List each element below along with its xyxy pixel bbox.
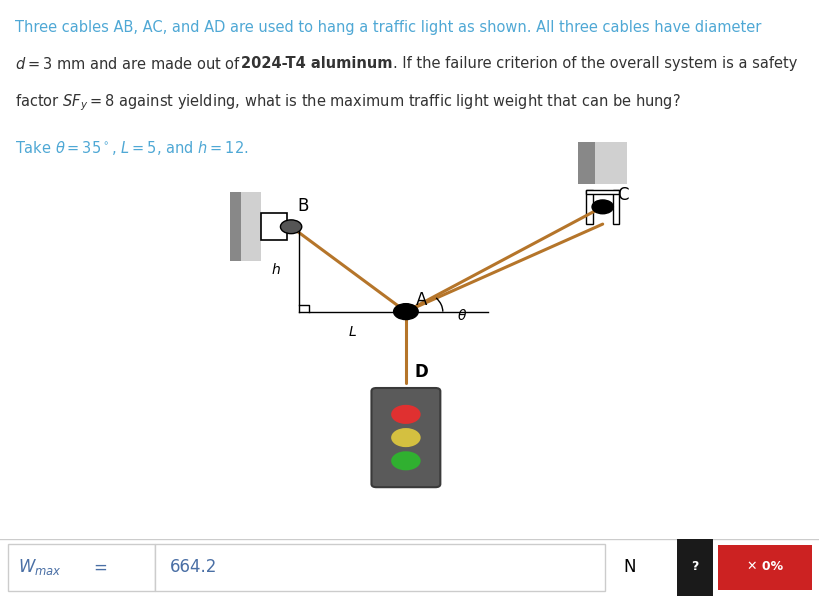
Text: $\theta$: $\theta$ bbox=[456, 308, 466, 324]
Text: ?: ? bbox=[690, 560, 698, 573]
Bar bbox=[229, 193, 240, 261]
Circle shape bbox=[391, 428, 420, 447]
Bar bbox=[586, 190, 592, 224]
Circle shape bbox=[591, 200, 613, 214]
Text: 664.2: 664.2 bbox=[170, 557, 217, 576]
Text: $h$: $h$ bbox=[271, 262, 281, 277]
Text: $W_{max}$: $W_{max}$ bbox=[18, 557, 61, 576]
Bar bbox=[717, 545, 811, 590]
Text: D: D bbox=[414, 362, 428, 381]
Text: B: B bbox=[297, 197, 309, 215]
Bar bbox=[260, 213, 287, 240]
Bar bbox=[8, 544, 155, 591]
Text: $L$: $L$ bbox=[348, 325, 356, 339]
Text: Three cables AB, AC, and AD are used to hang a traffic light as shown. All three: Three cables AB, AC, and AD are used to … bbox=[15, 20, 760, 35]
FancyBboxPatch shape bbox=[371, 388, 440, 487]
Circle shape bbox=[393, 303, 418, 319]
Text: $d = 3$ mm and are made out of: $d = 3$ mm and are made out of bbox=[15, 56, 241, 72]
Circle shape bbox=[676, 0, 713, 596]
Text: A: A bbox=[415, 291, 427, 309]
Text: . If the failure criterion of the overall system is a safety: . If the failure criterion of the overal… bbox=[392, 56, 796, 71]
Text: 2024-T4 aluminum: 2024-T4 aluminum bbox=[241, 56, 392, 71]
Circle shape bbox=[391, 405, 420, 424]
Circle shape bbox=[280, 220, 301, 234]
Bar bbox=[577, 142, 627, 184]
Bar bbox=[586, 190, 618, 194]
Bar bbox=[577, 142, 595, 184]
Text: Take $\theta = 35^\circ$, $L = 5$, and $h = 12$.: Take $\theta = 35^\circ$, $L = 5$, and $… bbox=[15, 139, 248, 157]
Bar bbox=[155, 544, 604, 591]
Text: N: N bbox=[623, 557, 636, 576]
Text: C: C bbox=[617, 186, 628, 204]
Circle shape bbox=[391, 451, 420, 470]
Text: ✕ 0%: ✕ 0% bbox=[746, 560, 782, 573]
Text: $=$: $=$ bbox=[90, 557, 107, 576]
Bar bbox=[229, 193, 260, 261]
Bar bbox=[612, 190, 618, 224]
Text: factor $SF_y = 8$ against yielding, what is the maximum traffic light weight tha: factor $SF_y = 8$ against yielding, what… bbox=[15, 92, 680, 113]
